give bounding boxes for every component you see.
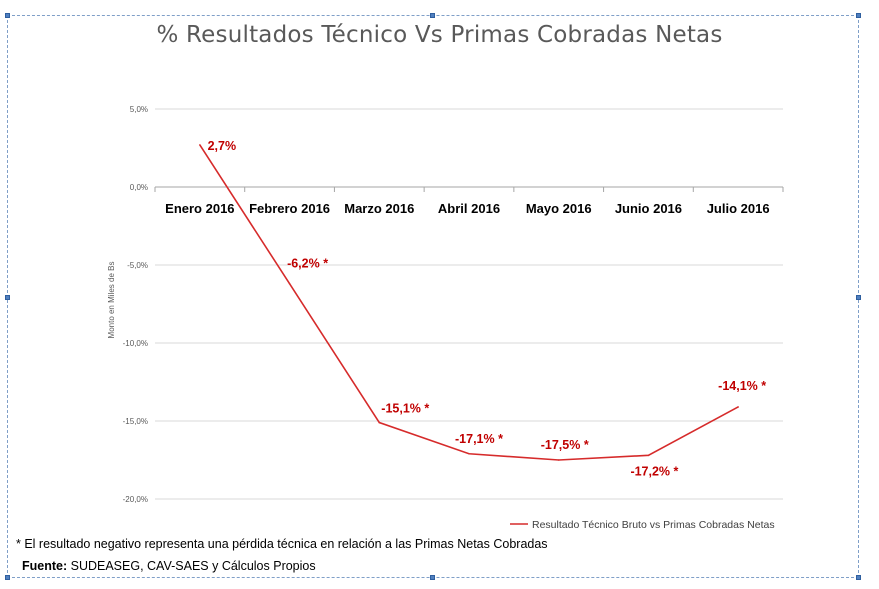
legend: Resultado Técnico Bruto vs Primas Cobrad… xyxy=(510,519,775,531)
source-text: SUDEASEG, CAV-SAES y Cálculos Propios xyxy=(67,559,316,573)
resize-handle-top-left[interactable] xyxy=(5,13,10,18)
resize-handle-top-right[interactable] xyxy=(856,13,861,18)
x-category-label: Julio 2016 xyxy=(707,201,770,216)
legend-label: Resultado Técnico Bruto vs Primas Cobrad… xyxy=(532,519,775,531)
y-tick-label: 0,0% xyxy=(130,183,148,192)
resize-handle-bottom-left[interactable] xyxy=(5,575,10,580)
source-label: Fuente: xyxy=(22,559,68,573)
series-group xyxy=(199,144,739,461)
resize-handle-middle-left[interactable] xyxy=(5,295,10,300)
data-point xyxy=(199,144,201,146)
x-category-label: Mayo 2016 xyxy=(526,201,592,216)
data-point xyxy=(647,454,650,457)
resize-handle-bottom-center[interactable] xyxy=(430,575,435,580)
y-tick-label: -10,0% xyxy=(123,339,148,348)
resize-handle-top-center[interactable] xyxy=(430,13,435,18)
data-point xyxy=(737,406,739,408)
x-axis: Enero 2016 Febrero 2016 Marzo 2016 Abril 20… xyxy=(154,187,784,216)
y-tick-label: -15,0% xyxy=(123,417,148,426)
data-label: -14,1% * xyxy=(718,379,766,393)
data-label: -17,5% * xyxy=(541,438,589,452)
x-category-label: Enero 2016 xyxy=(165,201,234,216)
grid-lines xyxy=(155,108,783,500)
x-category-label: Marzo 2016 xyxy=(344,201,414,216)
series-line xyxy=(199,144,739,461)
data-labels: 2,7% -6,2% * -15,1% * -17,1% * -17,5% * -17,2… xyxy=(208,139,767,478)
data-point xyxy=(378,421,381,424)
data-label: -17,2% * xyxy=(630,464,678,478)
data-point xyxy=(288,282,291,285)
data-point xyxy=(468,452,470,455)
data-label: -15,1% * xyxy=(381,402,429,416)
y-tick-label: 5,0% xyxy=(130,105,148,114)
x-category-label: Junio 2016 xyxy=(615,201,682,216)
data-label: -17,1% * xyxy=(455,432,503,446)
y-tick-label: -20,0% xyxy=(123,495,148,504)
y-axis-label: Monto en Miles de Bs xyxy=(107,262,116,339)
source-note: Fuente: SUDEASEG, CAV-SAES y Cálculos Pr… xyxy=(22,559,316,573)
resize-handle-middle-right[interactable] xyxy=(856,295,861,300)
y-tick-label: -5,0% xyxy=(127,261,148,270)
data-point xyxy=(557,459,560,461)
x-category-label: Abril 2016 xyxy=(438,201,500,216)
y-axis: 5,0% 0,0% -5,0% -10,0% -15,0% -20,0% xyxy=(123,105,148,504)
resize-handle-bottom-right[interactable] xyxy=(856,575,861,580)
chart-title: % Resultados Técnico Vs Primas Cobradas … xyxy=(156,22,723,48)
data-label: 2,7% xyxy=(208,139,237,153)
x-category-label: Febrero 2016 xyxy=(249,201,330,216)
data-label: -6,2% * xyxy=(287,257,328,271)
footnote: * El resultado negativo representa una p… xyxy=(16,537,548,551)
